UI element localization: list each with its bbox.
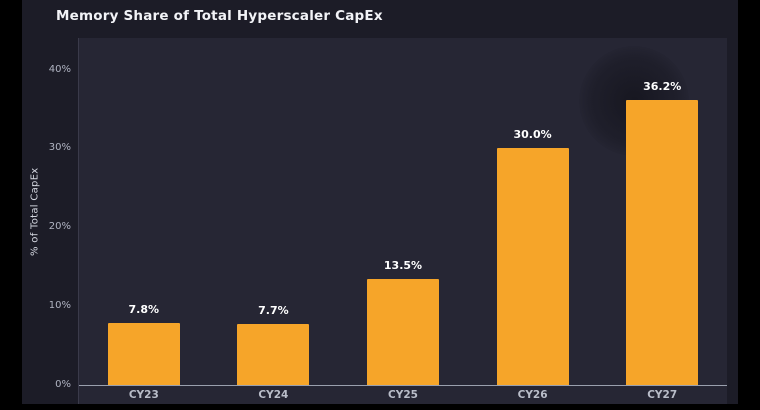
bar xyxy=(366,279,439,385)
x-tick-label: CY24 xyxy=(258,389,289,401)
x-tick-label: CY25 xyxy=(388,389,418,401)
x-tick-label: CY27 xyxy=(647,389,678,401)
y-tick-label: 20% xyxy=(48,221,71,232)
bars-container: 7.8% 7.7% 13.5% 30.0% 36.2% xyxy=(79,38,727,385)
bar-group-cy23: 7.8% xyxy=(79,38,209,385)
x-axis-labels: CY23 CY24 CY25 CY26 CY27 xyxy=(79,386,727,404)
bar-group-cy27: 36.2% xyxy=(597,38,727,385)
bar xyxy=(626,100,699,385)
bar xyxy=(496,148,569,385)
y-tick-label: 10% xyxy=(48,300,71,311)
bar-group-cy25: 13.5% xyxy=(338,38,468,385)
x-tick-label: CY23 xyxy=(128,389,159,401)
bar-value-label: 36.2% xyxy=(643,80,682,93)
y-tick-label: 0% xyxy=(55,379,71,390)
chart-title: Memory Share of Total Hyperscaler CapEx xyxy=(56,8,383,24)
bar xyxy=(237,324,310,385)
bar-value-label: 7.8% xyxy=(128,303,160,316)
y-axis-title: % of Total CapEx xyxy=(29,167,41,256)
bar-group-cy24: 7.7% xyxy=(209,38,339,385)
x-axis-line xyxy=(79,385,727,386)
y-tick-label: 40% xyxy=(48,64,71,75)
x-tick-label: CY26 xyxy=(517,389,548,401)
bar-value-label: 13.5% xyxy=(383,259,423,272)
bar-value-label: 30.0% xyxy=(513,128,552,141)
plot-area: 7.8% 7.7% 13.5% 30.0% 36.2% CY23 CY24 CY25 CY26… xyxy=(49,38,727,404)
bar-group-cy26: 30.0% xyxy=(468,38,598,385)
chart-card: Memory Share of Total Hyperscaler CapEx … xyxy=(22,0,738,404)
bar xyxy=(107,323,180,385)
bar-value-label: 7.7% xyxy=(258,304,289,317)
y-tick-label: 30% xyxy=(48,142,71,153)
